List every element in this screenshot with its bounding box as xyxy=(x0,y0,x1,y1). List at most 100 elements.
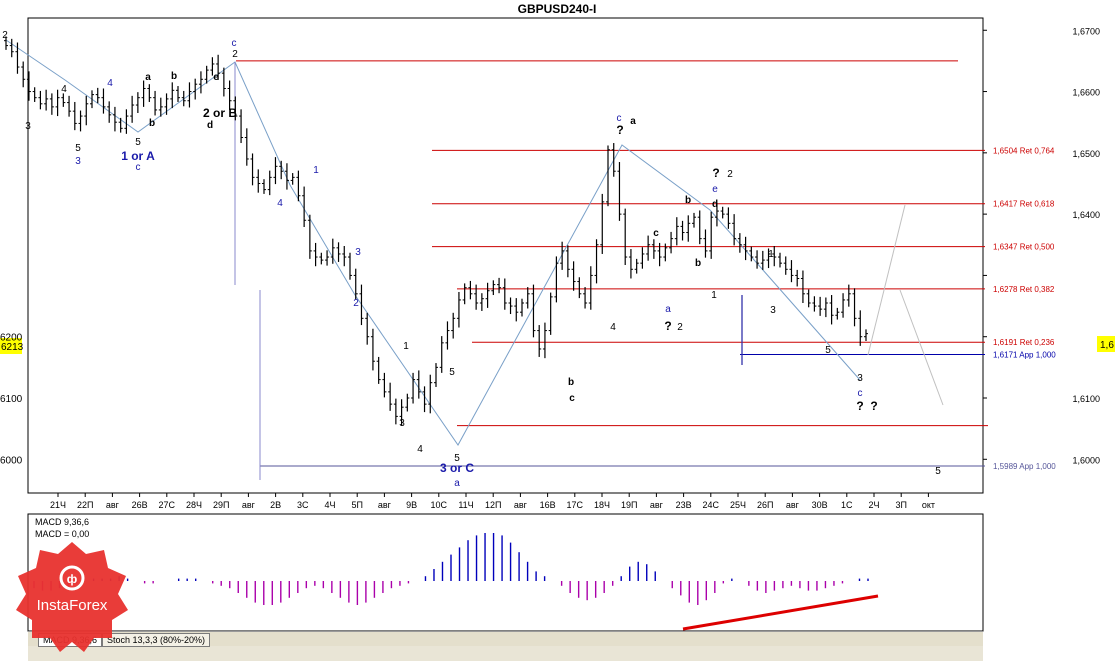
chart-title: GBPUSD240-I xyxy=(518,2,597,16)
ohlc-bar xyxy=(611,143,616,177)
ohlc-bar xyxy=(101,88,106,114)
ohlc-bar xyxy=(858,310,863,346)
right-edge-label: 1,6 xyxy=(1100,340,1114,351)
ohlc-bar xyxy=(451,312,456,339)
scenario-line xyxy=(899,289,944,406)
scenario-line xyxy=(867,204,906,356)
x-tick-label: 9В xyxy=(406,500,417,510)
macd-value-label: MACD = 0,00 xyxy=(35,529,89,539)
ohlc-bar xyxy=(38,90,43,110)
ohlc-bar xyxy=(399,399,404,426)
ohlc-bar xyxy=(313,242,318,267)
ohlc-bar xyxy=(4,36,8,50)
ohlc-bar xyxy=(485,282,490,308)
wave-label: b xyxy=(149,118,155,129)
ohlc-bar xyxy=(95,87,100,104)
x-tick-label: 24С xyxy=(703,500,720,510)
ohlc-bar xyxy=(686,215,691,242)
ohlc-bar xyxy=(112,106,117,132)
x-tick-label: 5П xyxy=(351,500,362,510)
ohlc-bar xyxy=(439,336,444,373)
fib-level-label: 1,6278 Ret 0,382 xyxy=(993,285,1055,294)
ohlc-bar xyxy=(244,128,249,166)
wave-label: c xyxy=(569,393,575,404)
ohlc-bar xyxy=(697,210,702,245)
ohlc-bar xyxy=(250,153,255,186)
ohlc-bar xyxy=(445,321,450,350)
ohlc-bar xyxy=(290,173,295,185)
ohlc-bar xyxy=(336,242,341,262)
wave-label: 4 xyxy=(61,84,67,95)
wave-label: 5 xyxy=(935,466,941,477)
svg-text:ф: ф xyxy=(67,572,78,586)
ohlc-bar xyxy=(55,89,60,117)
x-tick-label: 29П xyxy=(213,500,229,510)
left-edge-label: 6100 xyxy=(0,394,23,405)
ohlc-bar xyxy=(829,295,834,325)
wave-label: 2 xyxy=(677,322,683,333)
ohlc-bar xyxy=(279,160,284,180)
ohlc-bar xyxy=(841,293,846,318)
ohlc-bar xyxy=(525,287,530,309)
ohlc-bar xyxy=(663,243,668,262)
wave-label: 1 xyxy=(711,290,717,301)
wave-label: a xyxy=(454,478,460,489)
ohlc-bar xyxy=(376,356,381,384)
ohlc-bar xyxy=(594,239,599,284)
ohlc-bar xyxy=(783,256,788,275)
fib-level-label: 1,6347 Ret 0,500 xyxy=(993,243,1055,252)
wave-label: 2 xyxy=(2,30,8,41)
ohlc-bar xyxy=(302,186,307,227)
ohlc-bar xyxy=(9,38,14,58)
wave-label: 5 xyxy=(454,453,460,464)
fib-level-label: 1,6417 Ret 0,618 xyxy=(993,200,1055,209)
ohlc-bar xyxy=(600,193,605,254)
ohlc-bar xyxy=(560,241,565,270)
wave-label: 3 xyxy=(25,121,31,132)
ohlc-bar xyxy=(502,278,507,310)
ohlc-bar xyxy=(542,322,547,359)
wave-label: 4 xyxy=(417,444,423,455)
wave-label: b xyxy=(568,377,574,388)
wave-label: 2 xyxy=(232,49,238,60)
wave-label: ? xyxy=(856,399,863,413)
ohlc-bar xyxy=(147,84,152,102)
ohlc-bar xyxy=(273,157,278,185)
ohlc-bar xyxy=(365,312,370,345)
ohlc-bar xyxy=(548,292,553,335)
ohlc-bar xyxy=(806,289,811,308)
ohlc-bar xyxy=(514,298,519,322)
ohlc-bar xyxy=(800,270,805,303)
ohlc-bar xyxy=(606,145,610,207)
x-tick-label: авг xyxy=(106,500,120,510)
tab-stoch[interactable]: Stoch 13,3,3 (80%-20%) xyxy=(102,633,211,647)
ohlc-bar xyxy=(359,284,364,326)
divergence-trendline xyxy=(682,594,879,631)
ohlc-bar xyxy=(468,280,473,300)
ohlc-bar xyxy=(846,284,851,307)
wave-label: 1 xyxy=(768,249,774,260)
ohlc-bar xyxy=(411,372,416,404)
ohlc-bar xyxy=(15,42,20,74)
wave-label: 4 xyxy=(107,78,113,89)
x-tick-label: 23В xyxy=(676,500,692,510)
ohlc-bar xyxy=(812,296,817,312)
ohlc-bar xyxy=(44,89,49,111)
ohlc-bar xyxy=(565,245,570,278)
ohlc-bar xyxy=(176,86,180,102)
x-tick-label: авг xyxy=(242,500,256,510)
ohlc-bar xyxy=(181,90,186,107)
ohlc-bar xyxy=(170,82,175,109)
ohlc-bar xyxy=(382,372,387,398)
ohlc-bar xyxy=(325,250,330,266)
wave-label: d xyxy=(712,199,718,210)
fib-level-label: 1,6191 Ret 0,236 xyxy=(993,338,1055,347)
ohlc-bar xyxy=(256,169,261,193)
ohlc-bar xyxy=(766,248,771,269)
wave-label: 3 xyxy=(75,156,81,167)
wave-label: 1 xyxy=(313,165,319,176)
y-tick-label: 1,6500 xyxy=(1072,149,1100,159)
ohlc-bar xyxy=(32,87,37,102)
ohlc-bar xyxy=(628,249,633,279)
ohlc-bar xyxy=(330,238,335,264)
